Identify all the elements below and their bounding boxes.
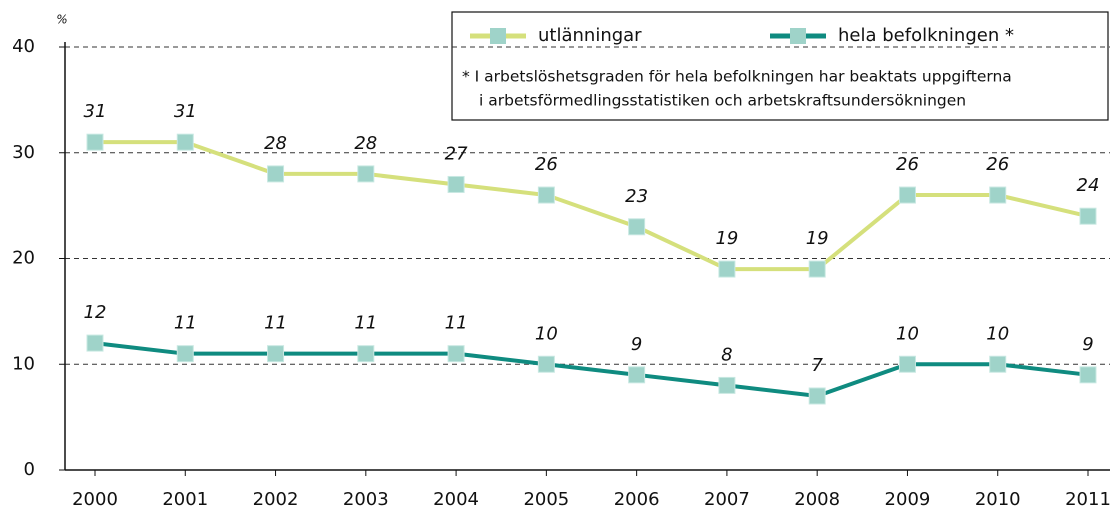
value-label: 11 [354,313,377,334]
legend-label: utlänningar [538,25,642,46]
value-label: 10 [986,323,1009,344]
marker [989,355,1007,373]
x-tick-label: 2010 [975,489,1021,510]
marker [357,345,375,363]
marker [989,186,1007,204]
series-line [94,341,1089,399]
value-label: 23 [625,186,648,207]
value-label: 31 [84,101,107,122]
marker [537,355,555,373]
marker [898,355,916,373]
marker [718,376,736,394]
marker [267,165,285,183]
x-tick-label: 2005 [523,489,569,510]
x-tick-label: 2003 [343,489,389,510]
value-label: 27 [445,143,468,164]
legend-label: hela befolkningen * [838,25,1014,46]
marker [1079,366,1097,384]
y-axis-label: % [56,13,67,27]
marker [808,387,826,405]
marker [86,334,104,352]
legend-marker [790,28,806,44]
x-tick-label: 2011 [1065,489,1111,510]
marker [628,366,646,384]
value-label: 26 [535,154,558,175]
value-label: 11 [264,313,287,334]
marker [898,186,916,204]
marker [447,175,465,193]
marker [718,260,736,278]
value-label: 28 [354,133,377,154]
value-label: 19 [806,228,829,249]
marker [808,260,826,278]
marker [267,345,285,363]
value-label: 8 [721,344,732,365]
x-tick-label: 2007 [704,489,750,510]
y-tick-label: 40 [12,36,35,57]
value-label: 24 [1077,175,1100,196]
value-label: 28 [264,133,287,154]
value-label: 10 [535,323,558,344]
value-label: 31 [174,101,197,122]
value-label: 26 [986,154,1009,175]
value-label: 12 [84,302,107,323]
value-label: 7 [811,355,823,376]
y-tick-label: 20 [12,248,35,269]
legend-marker [490,28,506,44]
y-tick-label: 10 [12,353,35,374]
legend-note: i arbetsförmedlingsstatistiken och arbet… [479,92,966,110]
value-label: 9 [631,334,642,355]
x-tick-label: 2000 [72,489,118,510]
x-tick-label: 2008 [794,489,840,510]
x-tick-label: 2006 [614,489,660,510]
value-label: 11 [445,313,468,334]
x-tick-label: 2001 [162,489,208,510]
value-label: 26 [896,154,919,175]
marker [628,218,646,236]
marker [447,345,465,363]
y-tick-label: 30 [12,142,35,163]
marker [176,133,194,151]
x-tick-label: 2002 [253,489,299,510]
series-line [95,140,1089,272]
value-label: 19 [715,228,738,249]
value-label: 10 [896,323,919,344]
x-tick-label: 2004 [433,489,479,510]
marker [1079,207,1097,225]
legend-note: * I arbetslöshetsgraden för hela befolkn… [462,68,1012,86]
x-tick-label: 2009 [885,489,931,510]
marker [537,186,555,204]
y-tick-label: 0 [24,459,35,480]
marker [176,345,194,363]
marker [357,165,375,183]
value-label: 11 [174,313,197,334]
legend-box [451,11,1109,121]
marker [86,133,104,151]
value-label: 9 [1082,334,1093,355]
